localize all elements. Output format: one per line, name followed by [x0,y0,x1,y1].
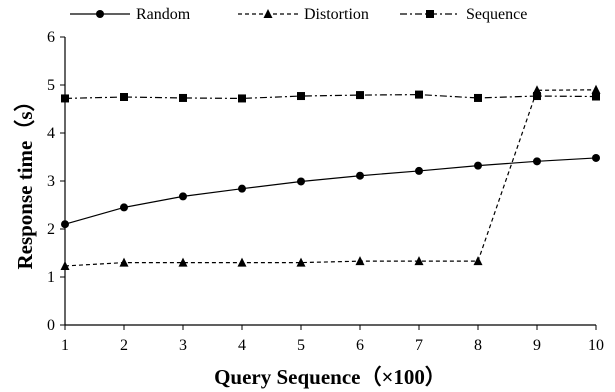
y-tick-label: 1 [47,269,55,286]
data-point-random [179,192,187,201]
data-point-sequence [474,93,482,102]
data-point-random [474,161,482,170]
x-tick-label: 10 [588,337,604,354]
data-point-sequence [356,91,364,100]
legend-label-distortion: Distortion [304,6,369,23]
data-point-random [356,171,364,180]
x-tick-label: 5 [297,337,305,354]
data-point-random [592,153,600,162]
series-line-distortion [64,89,597,267]
legend-marker-distortion [263,9,273,18]
y-tick-label: 5 [47,77,55,94]
x-tick-label: 8 [474,337,482,354]
x-tick-label: 7 [415,337,423,354]
legend-label-sequence: Sequence [466,6,527,23]
data-point-sequence [297,92,305,101]
series-sequence [61,90,600,103]
data-point-sequence [120,93,128,101]
data-point-random [120,203,128,212]
data-point-random [415,166,423,175]
legend-item-distortion: Distortion [238,6,369,23]
legend-item-random: Random [70,6,191,23]
y-tick-label: 0 [47,317,55,334]
data-point-sequence [61,94,69,103]
data-point-distortion [296,257,306,267]
data-point-sequence [238,94,246,103]
y-tick-label: 4 [47,125,55,142]
x-tick-label: 6 [356,337,364,354]
data-point-distortion [473,256,483,266]
legend: Random Distortion Sequence [70,6,527,23]
legend-item-sequence: Sequence [400,6,527,23]
data-point-random [61,220,69,229]
data-point-distortion [119,257,129,267]
legend-label-random: Random [136,6,191,23]
data-point-random [533,157,541,166]
legend-marker-sequence [426,10,434,18]
data-point-sequence [533,92,541,101]
data-point-distortion [414,256,424,266]
series-distortion [60,84,601,270]
data-point-sequence [179,93,187,102]
data-point-distortion [237,257,247,267]
y-axis-title: Response time（s） [13,90,37,269]
x-tick-label: 9 [533,337,541,354]
series-line-random [64,157,597,225]
x-tick-label: 3 [179,337,187,354]
series-line-sequence [64,93,597,100]
legend-marker-random [96,10,104,18]
data-point-distortion [591,84,601,94]
series-layer [60,84,601,270]
data-point-distortion [355,256,365,266]
data-point-distortion [178,257,188,267]
axes [64,37,596,326]
data-point-sequence [592,92,600,101]
y-tick-label: 2 [47,221,55,238]
x-tick-label: 2 [120,337,128,354]
x-tick-label: 1 [61,337,69,354]
data-point-random [238,184,246,193]
y-tick-label: 6 [47,29,55,46]
data-point-random [297,177,305,186]
data-point-sequence [415,90,423,99]
data-point-distortion [60,260,70,270]
data-point-distortion [532,85,542,95]
x-axis-title: Query Sequence（×100） [214,365,446,389]
series-random [61,153,600,229]
y-tick-label: 3 [47,173,55,190]
x-tick-label: 4 [238,337,246,354]
